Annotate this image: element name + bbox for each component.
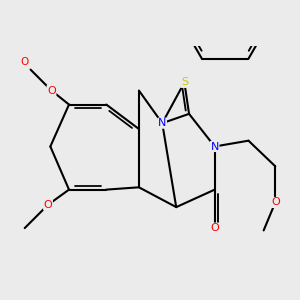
Text: O: O — [47, 85, 56, 96]
Text: O: O — [20, 57, 28, 67]
Text: O: O — [271, 197, 280, 208]
Text: S: S — [181, 77, 188, 87]
Text: N: N — [158, 118, 166, 128]
Text: O: O — [44, 200, 52, 210]
Text: O: O — [210, 223, 219, 233]
Text: N: N — [211, 142, 219, 152]
